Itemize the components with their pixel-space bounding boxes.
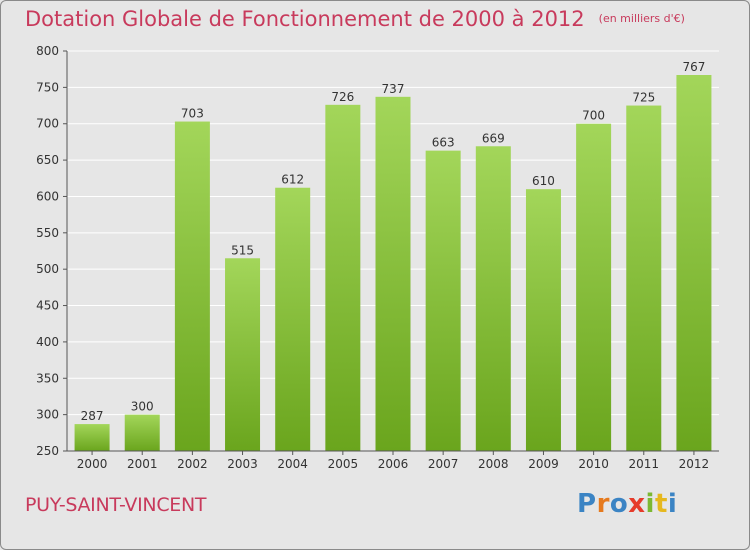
bar-2008 — [475, 146, 511, 452]
data-label-2011: 725 — [632, 91, 655, 105]
y-tick-label: 650 — [36, 153, 59, 167]
data-label-2010: 700 — [582, 109, 605, 123]
data-label-2003: 515 — [231, 243, 254, 257]
logo-letter: o — [609, 489, 629, 519]
data-label-2004: 612 — [281, 173, 304, 187]
x-tick-label-2008: 2008 — [478, 457, 509, 471]
logo-letter: r — [596, 489, 610, 519]
bar-2004 — [275, 187, 311, 451]
bar-2002 — [174, 121, 210, 451]
logo-letter: t — [654, 489, 668, 519]
data-label-2000: 287 — [81, 409, 104, 423]
x-tick-label-2001: 2001 — [127, 457, 158, 471]
data-label-2006: 737 — [382, 82, 405, 96]
x-tick-label-2006: 2006 — [378, 457, 409, 471]
y-tick-label: 600 — [36, 189, 59, 203]
chart-title-text: Dotation Globale de Fonctionnement de 20… — [25, 7, 585, 31]
chart-unit: (en milliers d'€) — [598, 12, 685, 25]
bar-2012 — [676, 75, 712, 451]
y-tick-label: 450 — [36, 299, 59, 313]
bar-2005 — [325, 104, 361, 452]
y-tick-label: 550 — [36, 226, 59, 240]
x-tick-label-2011: 2011 — [628, 457, 659, 471]
bar-2003 — [225, 258, 261, 451]
bar-2009 — [525, 189, 561, 451]
bar-2010 — [576, 123, 612, 452]
logo-letter: x — [628, 489, 646, 519]
x-tick-label-2000: 2000 — [77, 457, 108, 471]
data-label-2001: 300 — [131, 400, 154, 414]
logo-letter: i — [645, 489, 655, 519]
y-tick-label: 300 — [36, 408, 59, 422]
bar-2007 — [425, 150, 461, 452]
data-label-2009: 610 — [532, 174, 555, 188]
y-tick-label: 700 — [36, 117, 59, 131]
logo-letter: P — [577, 489, 597, 519]
bars — [74, 75, 712, 452]
x-tick-label-2004: 2004 — [277, 457, 308, 471]
data-label-2005: 726 — [331, 90, 354, 104]
x-tick-label-2005: 2005 — [328, 457, 359, 471]
x-tick-label-2012: 2012 — [679, 457, 710, 471]
y-tick-label: 500 — [36, 262, 59, 276]
data-label-2008: 669 — [482, 131, 505, 145]
data-label-2012: 767 — [682, 60, 705, 74]
bar-2011 — [626, 105, 662, 451]
place-name: PUY-SAINT-VINCENT — [25, 494, 207, 516]
bar-2001 — [124, 414, 160, 451]
data-label-2007: 663 — [432, 136, 455, 150]
data-label-2002: 703 — [181, 107, 204, 121]
x-tick-label-2010: 2010 — [578, 457, 609, 471]
y-tick-label: 750 — [36, 80, 59, 94]
labels: 250 300 350 400 450 500 550 600 650 700 750 800 287 2… — [36, 44, 709, 471]
axes — [63, 50, 719, 455]
proxiti-logo: Proxiti — [577, 489, 677, 519]
bar-2000 — [74, 424, 110, 451]
y-tick-label: 800 — [36, 44, 59, 58]
x-tick-label-2009: 2009 — [528, 457, 559, 471]
bar-2006 — [375, 96, 411, 452]
x-tick-label-2003: 2003 — [227, 457, 258, 471]
y-tick-label: 400 — [36, 335, 59, 349]
logo-letter: i — [667, 489, 678, 519]
chart-title: Dotation Globale de Fonctionnement de 20… — [25, 7, 685, 31]
y-tick-label: 250 — [36, 444, 59, 458]
x-tick-label-2007: 2007 — [428, 457, 459, 471]
x-tick-label-2002: 2002 — [177, 457, 208, 471]
y-tick-label: 350 — [36, 371, 59, 385]
